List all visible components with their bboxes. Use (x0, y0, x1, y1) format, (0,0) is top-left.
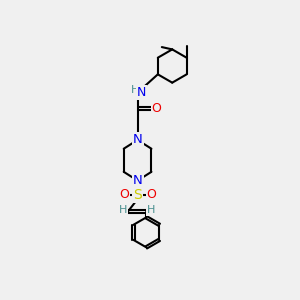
Text: H: H (147, 206, 156, 215)
Text: O: O (119, 188, 129, 201)
Text: N: N (133, 134, 142, 146)
Text: H: H (118, 206, 127, 215)
Text: N: N (133, 174, 142, 187)
Text: S: S (133, 188, 142, 202)
Text: H: H (130, 85, 139, 95)
Text: O: O (152, 102, 161, 115)
Text: O: O (146, 188, 156, 201)
Text: N: N (137, 86, 146, 99)
